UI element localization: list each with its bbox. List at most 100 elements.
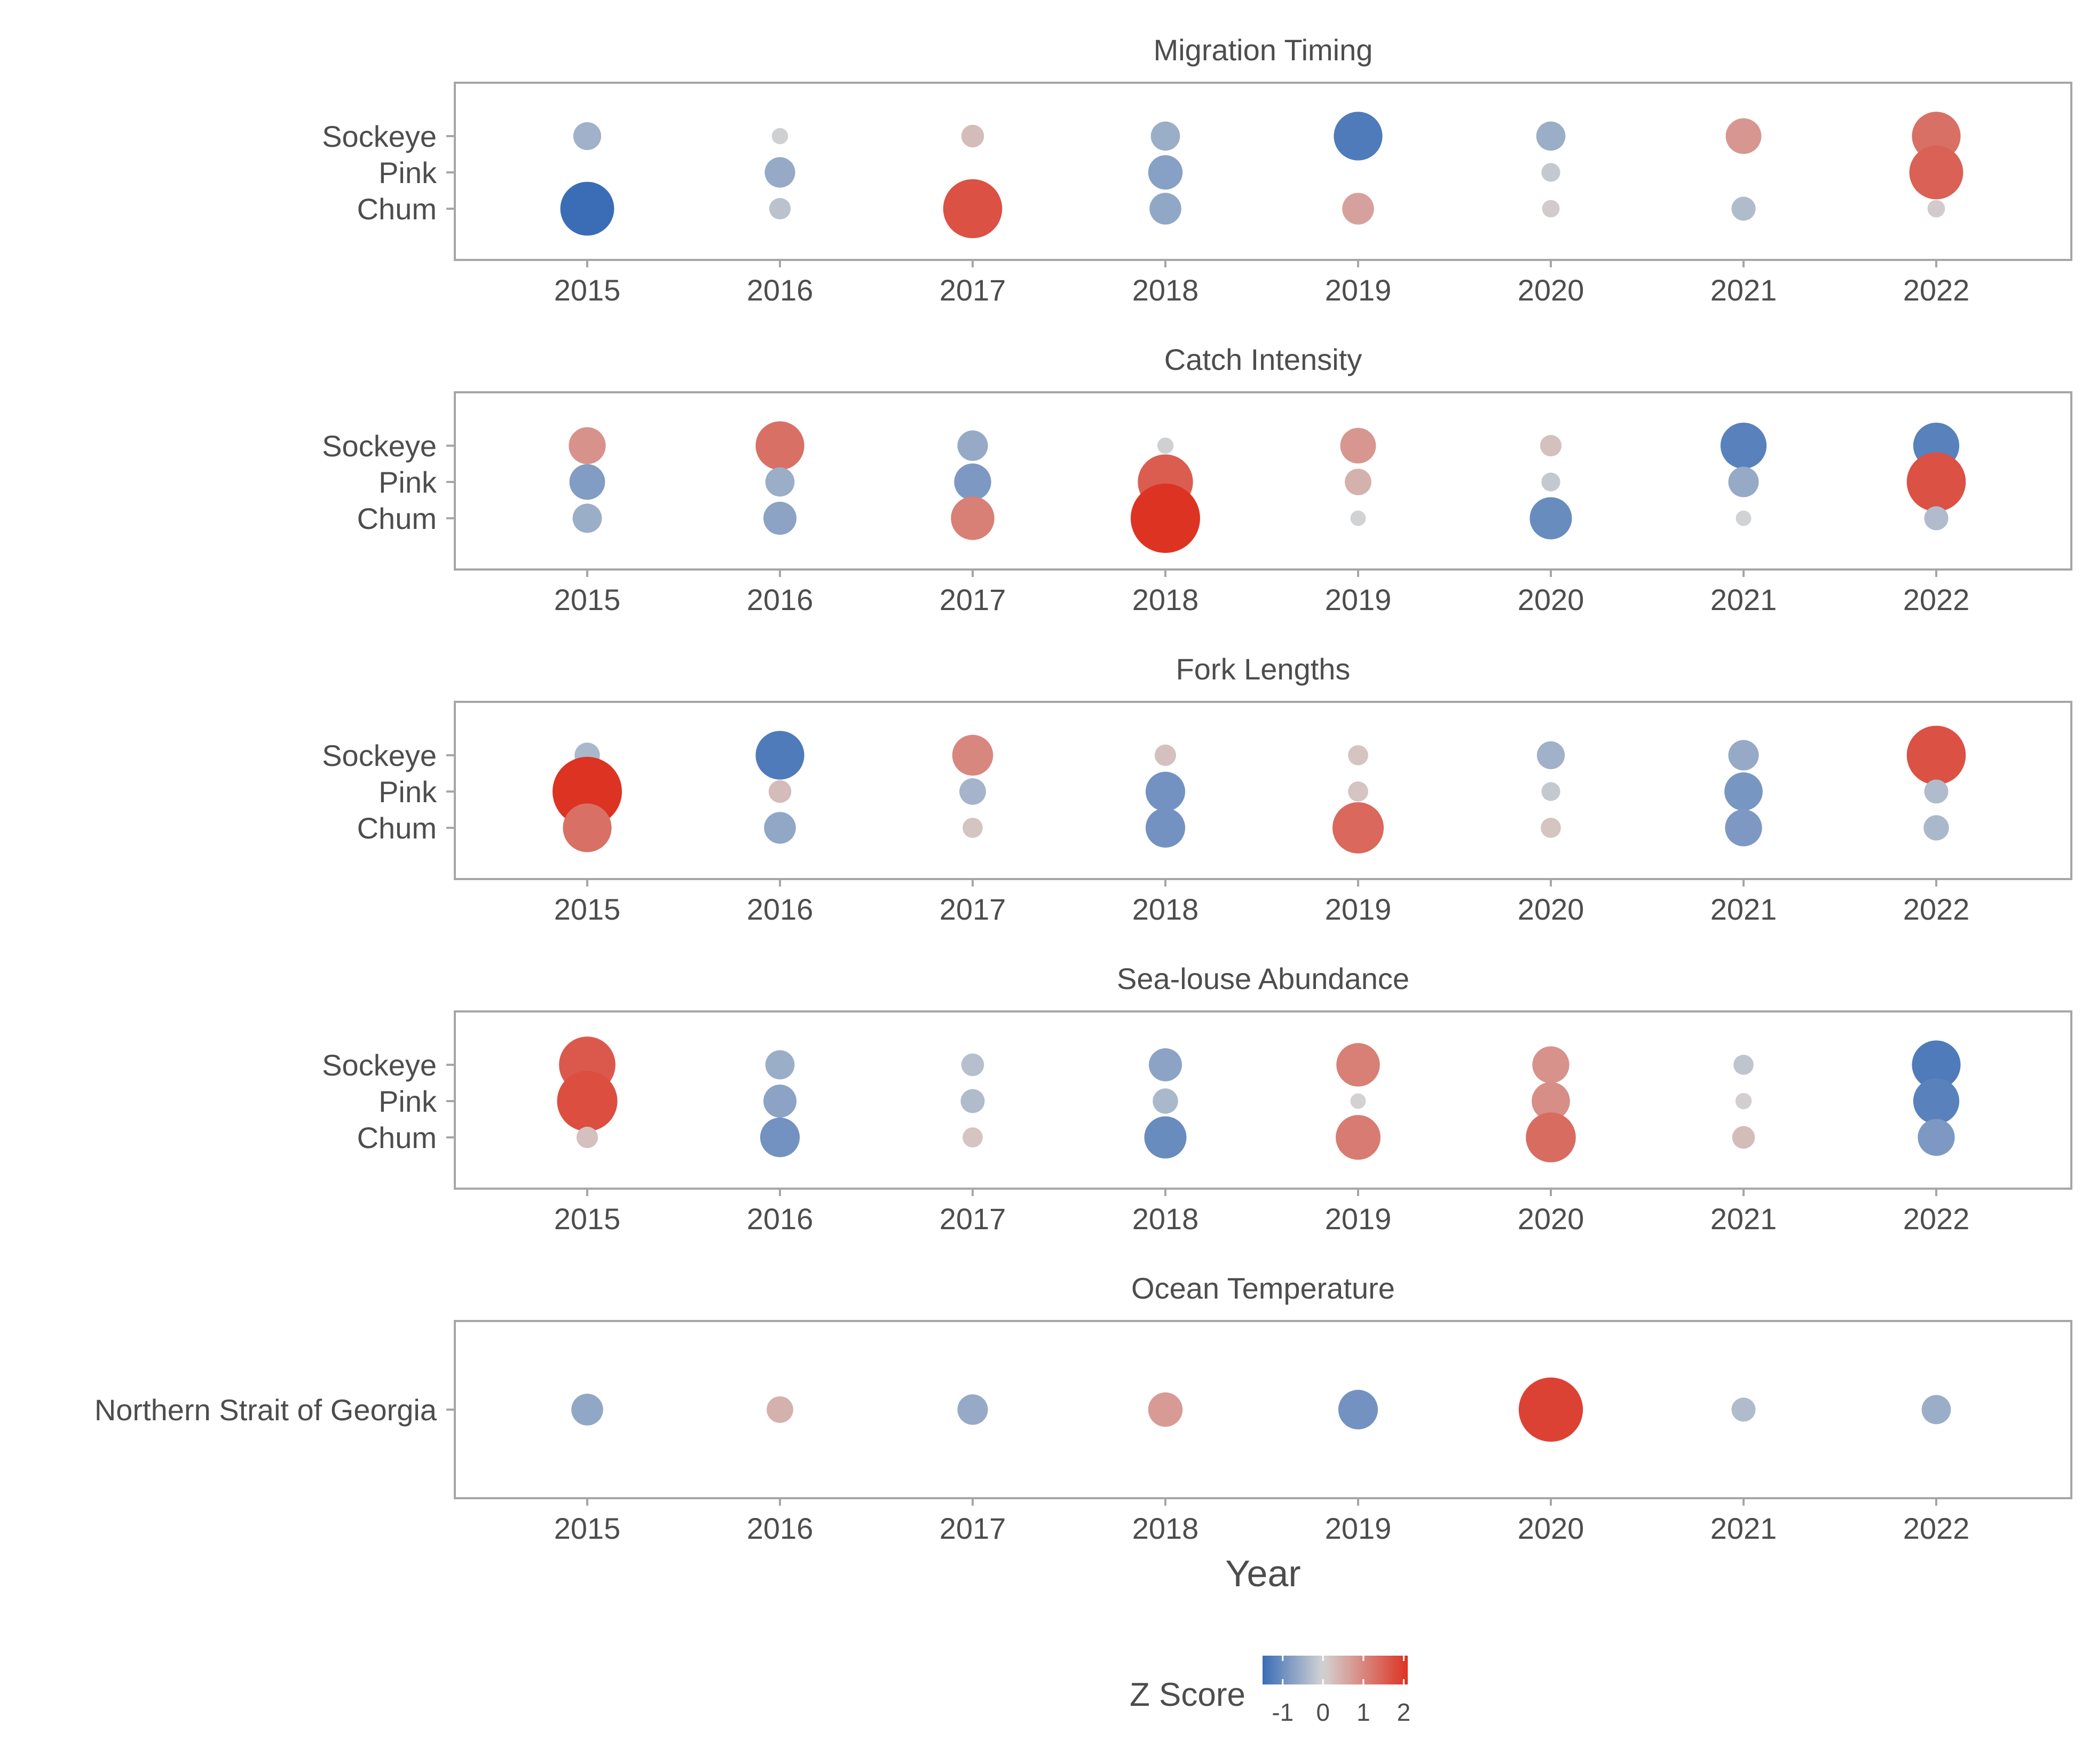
bubble — [764, 812, 796, 844]
bubble — [1909, 145, 1963, 200]
bubble — [764, 157, 795, 188]
year-label: 2015 — [554, 1512, 621, 1545]
bubble — [1338, 1389, 1378, 1430]
bubble — [952, 734, 993, 776]
bubble — [1518, 1377, 1583, 1442]
year-label: 2019 — [1325, 273, 1392, 307]
year-label: 2021 — [1710, 892, 1777, 926]
row-label: Sockeye — [322, 1048, 437, 1082]
bubble — [1532, 1046, 1570, 1083]
legend-tick-label: 2 — [1397, 1698, 1411, 1726]
year-label: 2022 — [1903, 1512, 1970, 1545]
panel-frame — [454, 1010, 2072, 1190]
bubble — [1332, 802, 1384, 853]
bubble — [1157, 437, 1174, 454]
row-label: Sockeye — [322, 120, 437, 153]
legend: Z Score -1 0 1 2 — [1130, 1656, 1410, 1726]
year-label: 2021 — [1710, 1512, 1777, 1545]
year-label: 2019 — [1325, 1202, 1392, 1236]
bubble — [1725, 809, 1762, 847]
bubble — [951, 496, 995, 540]
bubble — [569, 464, 605, 500]
bubble — [1906, 452, 1966, 512]
bubble — [768, 780, 792, 803]
year-label: 2017 — [940, 1202, 1006, 1236]
year-label: 2020 — [1518, 583, 1584, 616]
bubble — [1731, 1397, 1756, 1422]
panel-frame — [454, 82, 2072, 261]
row-label: Pink — [378, 1085, 437, 1118]
bubble — [569, 427, 606, 464]
bubble — [1733, 1055, 1754, 1075]
bubble — [1153, 1088, 1178, 1114]
panel-title: Catch Intensity — [1164, 343, 1362, 376]
panel-title: Ocean Temperature — [1131, 1271, 1395, 1305]
year-label: 2018 — [1132, 583, 1199, 616]
year-label: 2019 — [1325, 1512, 1392, 1545]
bubble — [1735, 1093, 1752, 1110]
bubble — [1541, 782, 1560, 801]
bubble — [571, 1394, 603, 1426]
year-label: 2016 — [747, 1202, 814, 1236]
bubble — [1149, 193, 1181, 225]
bubble — [1921, 1395, 1951, 1425]
row-label: Pink — [378, 156, 437, 189]
panel-title: Migration Timing — [1154, 33, 1373, 67]
bubble — [963, 1127, 983, 1148]
bubble — [765, 467, 795, 497]
year-label: 2020 — [1518, 892, 1584, 926]
year-label: 2015 — [554, 273, 621, 307]
bubble — [1906, 725, 1966, 785]
bubble — [576, 1126, 598, 1149]
panel-4: Ocean Temperature Northern Strait of Geor… — [94, 1271, 2072, 1545]
year-label: 2021 — [1710, 583, 1777, 616]
bubble — [767, 1396, 793, 1423]
year-label: 2018 — [1132, 1202, 1199, 1236]
row-label: Chum — [357, 811, 437, 845]
bubble — [1540, 434, 1562, 457]
bubble — [755, 731, 805, 780]
bubble — [1345, 469, 1371, 495]
bubble — [1541, 818, 1561, 838]
bubble — [1154, 744, 1177, 766]
bubble — [1923, 815, 1949, 841]
panel-frame — [454, 1320, 2072, 1499]
year-label: 2018 — [1132, 273, 1199, 307]
bubble — [1145, 808, 1186, 848]
bubble — [1542, 200, 1560, 218]
legend-tick-label: 1 — [1357, 1698, 1370, 1726]
panel-title: Sea-louse Abundance — [1117, 962, 1409, 995]
bubble — [563, 803, 612, 852]
bubble — [765, 1050, 795, 1080]
bubble — [1342, 193, 1374, 225]
year-label: 2016 — [747, 273, 814, 307]
year-label: 2022 — [1903, 583, 1970, 616]
row-label: Sockeye — [322, 429, 437, 463]
bubble — [763, 1085, 796, 1118]
bubble — [959, 778, 986, 805]
year-label: 2022 — [1903, 1202, 1970, 1236]
bubble — [957, 430, 988, 461]
x-axis-title: Year — [1225, 1553, 1300, 1594]
bubble — [1148, 155, 1183, 190]
year-label: 2016 — [747, 1512, 814, 1545]
legend-colorbar — [1263, 1656, 1408, 1684]
year-label: 2018 — [1132, 1512, 1199, 1545]
bubble — [755, 421, 805, 470]
year-label: 2022 — [1903, 273, 1970, 307]
bubble — [763, 502, 796, 535]
bubble — [557, 1071, 618, 1132]
bubble — [572, 503, 602, 533]
row-label: Pink — [378, 775, 437, 809]
bubble — [1924, 506, 1949, 531]
year-label: 2017 — [940, 273, 1006, 307]
bubble — [1541, 163, 1560, 182]
bubble — [1149, 1048, 1182, 1081]
bubble — [954, 463, 991, 501]
bubble — [1148, 1392, 1183, 1427]
bubble — [943, 179, 1003, 239]
year-label: 2015 — [554, 1202, 621, 1236]
bubble — [1924, 779, 1949, 804]
